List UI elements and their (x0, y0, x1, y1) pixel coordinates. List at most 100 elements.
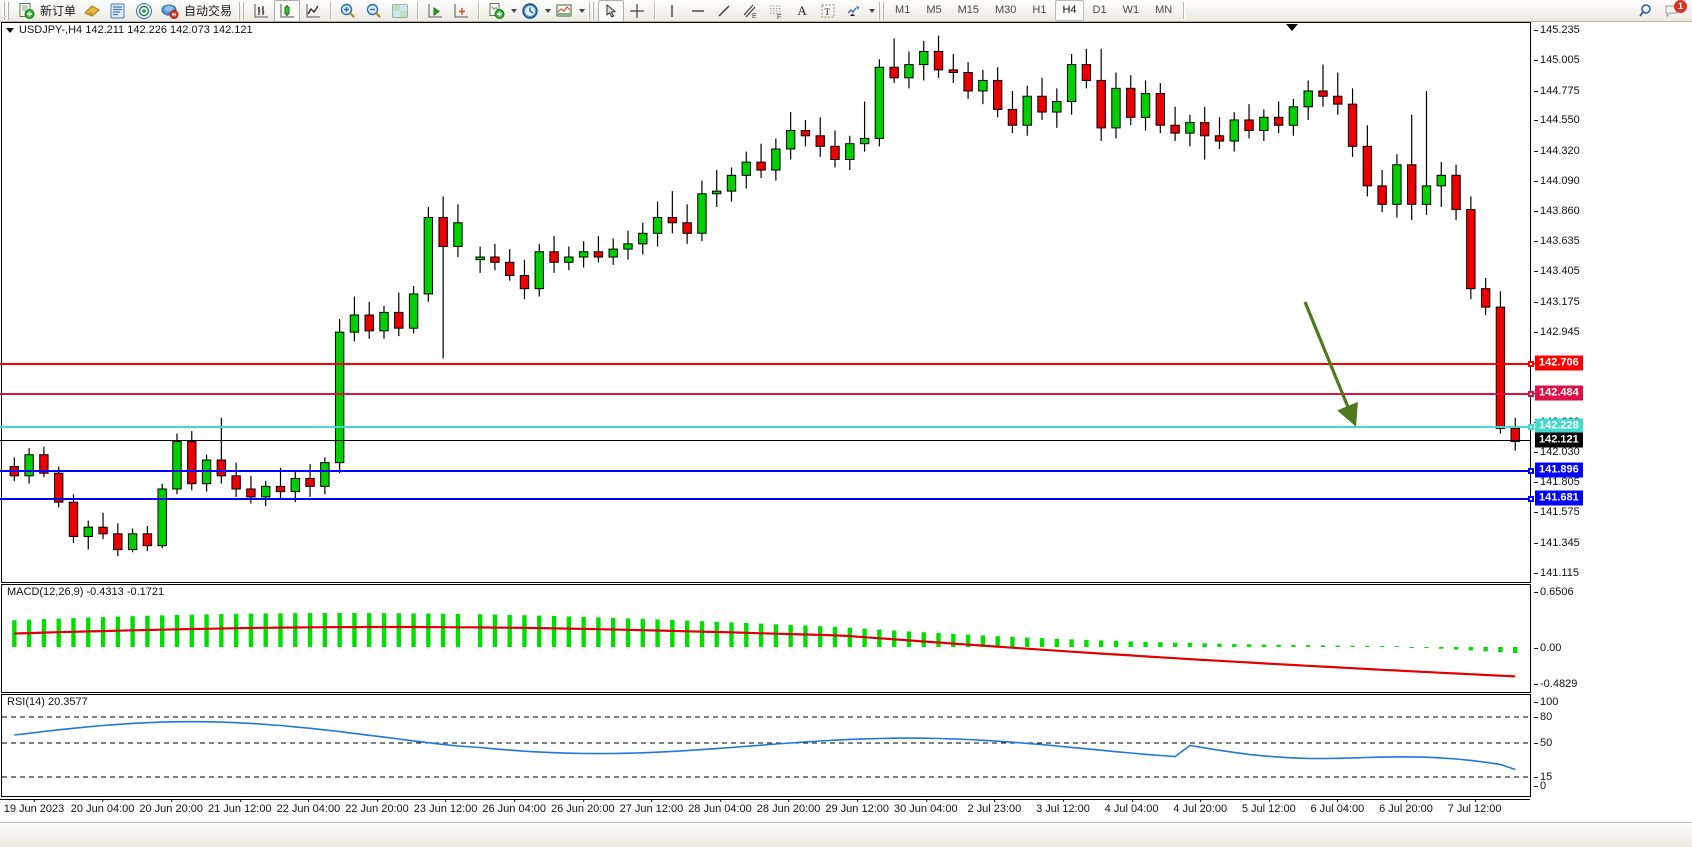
crosshair-button[interactable] (624, 0, 650, 22)
vertical-line-button[interactable] (659, 0, 685, 22)
chart-collapse-icon[interactable] (6, 28, 14, 33)
line-chart-button[interactable] (300, 0, 326, 22)
macd-tick: -0.4829 (1540, 678, 1577, 690)
timeframe-m30[interactable]: M30 (988, 0, 1023, 21)
horizontal-line-button[interactable] (685, 0, 711, 22)
timeframe-d1[interactable]: D1 (1086, 0, 1114, 21)
radar-icon (135, 2, 153, 20)
price-level-label[interactable]: 142.706 (1535, 356, 1583, 371)
timeframe-m1[interactable]: M1 (888, 0, 917, 21)
price-level-handle[interactable] (1528, 468, 1534, 474)
timeframe-m5[interactable]: M5 (919, 0, 948, 21)
rsi-tick: 100 (1540, 696, 1558, 708)
candle-body (801, 131, 809, 136)
trend-line-button[interactable] (711, 0, 737, 22)
down-arrow-annotation[interactable] (1295, 282, 1385, 442)
templates-button[interactable] (551, 0, 577, 22)
price-level-line[interactable] (0, 470, 1531, 472)
indicators-button[interactable] (483, 0, 509, 22)
notifications-button[interactable]: 1 (1660, 0, 1686, 22)
price-level-handle[interactable] (1528, 424, 1534, 430)
price-level-label[interactable]: 142.228 (1535, 419, 1583, 434)
timeframe-h1[interactable]: H1 (1025, 0, 1053, 21)
macd-histogram-bar (1321, 645, 1325, 647)
fibonacci-button[interactable]: F (763, 0, 789, 22)
text-label-button[interactable]: T (815, 0, 841, 22)
auto-scroll-button[interactable] (422, 0, 448, 22)
zoom-in-button[interactable] (335, 0, 361, 22)
time-axis[interactable]: 19 Jun 202320 Jun 04:0020 Jun 20:0021 Ju… (0, 799, 1530, 822)
cursor-button[interactable] (598, 0, 624, 22)
data-window-button[interactable] (387, 0, 413, 22)
zoom-out-button[interactable] (361, 0, 387, 22)
toolbar-grip-standard[interactable] (2, 2, 10, 20)
candlestick-chart-button[interactable] (274, 0, 300, 22)
time-tick: 6 Jul 20:00 (1379, 803, 1433, 815)
candle-body (1334, 96, 1342, 104)
text-button[interactable]: A (789, 0, 815, 22)
macd-histogram-bar (670, 620, 674, 647)
macd-histogram-bar (352, 613, 356, 647)
market-watch-button[interactable] (105, 0, 131, 22)
chart-area[interactable]: USDJPY-,H4 142.211 142.226 142.073 142.1… (0, 22, 1692, 846)
candle-body (653, 217, 661, 233)
period-button[interactable] (517, 0, 543, 22)
chart-shift-button[interactable] (448, 0, 474, 22)
toolbar-grip-charts[interactable] (237, 2, 245, 20)
equidistant-channel-button[interactable]: E (737, 0, 763, 22)
rsi-pane[interactable]: RSI(14) 20.3577 (1, 694, 1531, 797)
timeframe-h4[interactable]: H4 (1055, 0, 1083, 21)
toolbar-grip-line-studies[interactable] (587, 2, 595, 20)
toolbar-grip-timeframes[interactable] (877, 2, 885, 20)
candle-body (1393, 165, 1401, 205)
templates-dropdown-caret[interactable] (579, 9, 585, 13)
price-level-line[interactable] (0, 498, 1531, 500)
signals-button[interactable] (131, 0, 157, 22)
candle-body (1186, 123, 1194, 134)
price-level-label[interactable]: 141.681 (1535, 491, 1583, 506)
price-axis[interactable]: 145.235145.005144.775144.550144.320144.0… (1532, 22, 1692, 822)
candle-body (276, 486, 284, 491)
price-level-handle[interactable] (1528, 391, 1534, 397)
timeframe-mn[interactable]: MN (1148, 0, 1179, 21)
macd-histogram-bar (1424, 647, 1428, 648)
macd-pane[interactable]: MACD(12,26,9) -0.4313 -0.1721 (1, 584, 1531, 693)
price-level-label[interactable]: 142.484 (1535, 385, 1583, 400)
macd-histogram-bar (1454, 647, 1458, 650)
price-level-label[interactable]: 142.121 (1535, 433, 1583, 448)
macd-histogram-bar (818, 626, 822, 647)
price-tick: 142.945 (1540, 326, 1580, 338)
macd-histogram-bar (1483, 647, 1487, 651)
candle-body (1496, 307, 1504, 428)
time-tick: 28 Jun 20:00 (757, 803, 821, 815)
candle-body (350, 315, 358, 332)
time-tick: 26 Jun 20:00 (551, 803, 615, 815)
macd-histogram-bar (160, 615, 164, 647)
svg-text:T: T (825, 7, 831, 17)
candle-body (964, 73, 972, 91)
price-tick: 145.005 (1540, 54, 1580, 66)
timeframe-m15[interactable]: M15 (951, 0, 986, 21)
arrows-dropdown-caret[interactable] (869, 9, 875, 13)
macd-histogram-bar (1158, 642, 1162, 647)
price-level-handle[interactable] (1528, 496, 1534, 502)
auto-trading-button[interactable] (157, 0, 183, 22)
candle-body (1481, 289, 1489, 307)
price-level-handle[interactable] (1528, 361, 1534, 367)
price-level-label[interactable]: 141.896 (1535, 463, 1583, 478)
arrows-button[interactable] (841, 0, 867, 22)
price-tick: 144.550 (1540, 114, 1580, 126)
candle-body (247, 489, 255, 497)
bar-chart-button[interactable] (248, 0, 274, 22)
new-order-button[interactable] (13, 0, 39, 22)
main-toolbar: 新订单 自动交易 (0, 0, 1692, 22)
timeframe-w1[interactable]: W1 (1116, 0, 1147, 21)
macd-histogram-bar (581, 617, 585, 647)
search-button[interactable] (1634, 0, 1660, 22)
candle-body (920, 51, 928, 64)
macd-histogram-bar (441, 614, 445, 647)
candle-body (424, 217, 432, 293)
chart-title-bar[interactable]: USDJPY-,H4 142.211 142.226 142.073 142.1… (6, 24, 253, 36)
candle-body (579, 252, 587, 257)
expert-advisor-button[interactable] (79, 0, 105, 22)
